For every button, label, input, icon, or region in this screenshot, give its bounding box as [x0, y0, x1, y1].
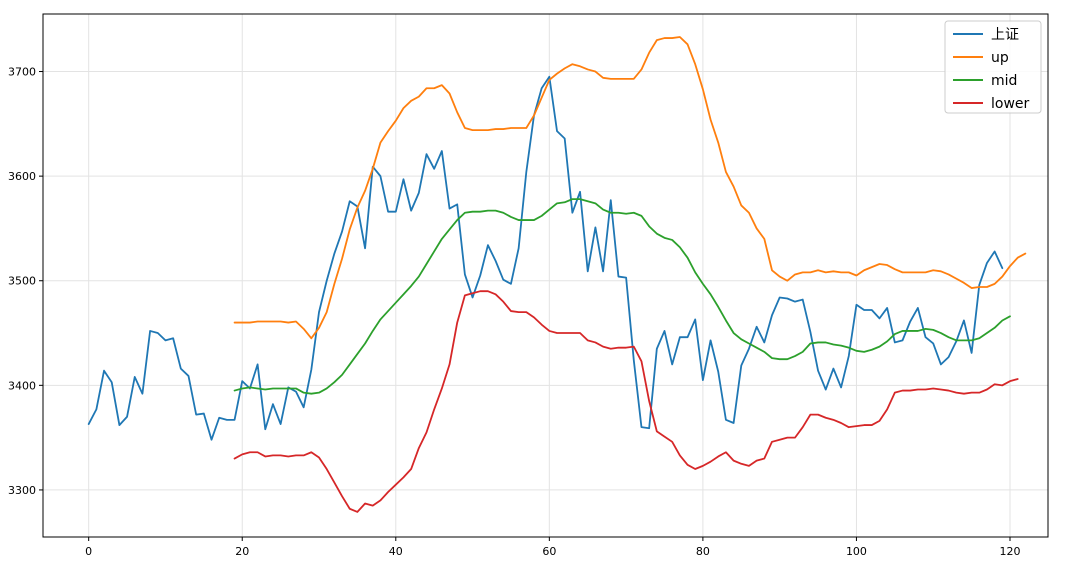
legend-label: 上证 — [991, 27, 1019, 43]
x-tick-label: 40 — [389, 545, 403, 558]
x-tick-label: 60 — [542, 545, 556, 558]
y-axis: 3300 3400 3500 3600 3700 — [8, 66, 43, 497]
x-axis: 0 20 40 60 80 100 120 — [85, 537, 1020, 558]
x-tick-label: 100 — [846, 545, 867, 558]
y-tick-label: 3700 — [8, 66, 36, 79]
y-tick-label: 3300 — [8, 484, 36, 497]
series-lines — [87, 36, 1027, 513]
legend-box — [944, 20, 1042, 114]
series-line-1 — [233, 36, 1027, 340]
legend-label: lower — [991, 96, 1030, 112]
series-line-2 — [233, 198, 1011, 395]
series-line-3 — [233, 290, 1019, 513]
legend-label: mid — [991, 73, 1017, 89]
y-tick-label: 3500 — [8, 275, 36, 288]
grid — [43, 14, 1048, 537]
legend-label: up — [991, 50, 1009, 66]
y-tick-label: 3600 — [8, 170, 36, 183]
x-tick-label: 0 — [85, 545, 92, 558]
x-tick-label: 80 — [696, 545, 710, 558]
plot-frame — [42, 13, 1049, 538]
y-tick-label: 3400 — [8, 379, 36, 392]
legend: 上证 up mid lower — [944, 20, 1042, 114]
x-tick-label: 120 — [999, 545, 1020, 558]
x-tick-label: 20 — [235, 545, 249, 558]
